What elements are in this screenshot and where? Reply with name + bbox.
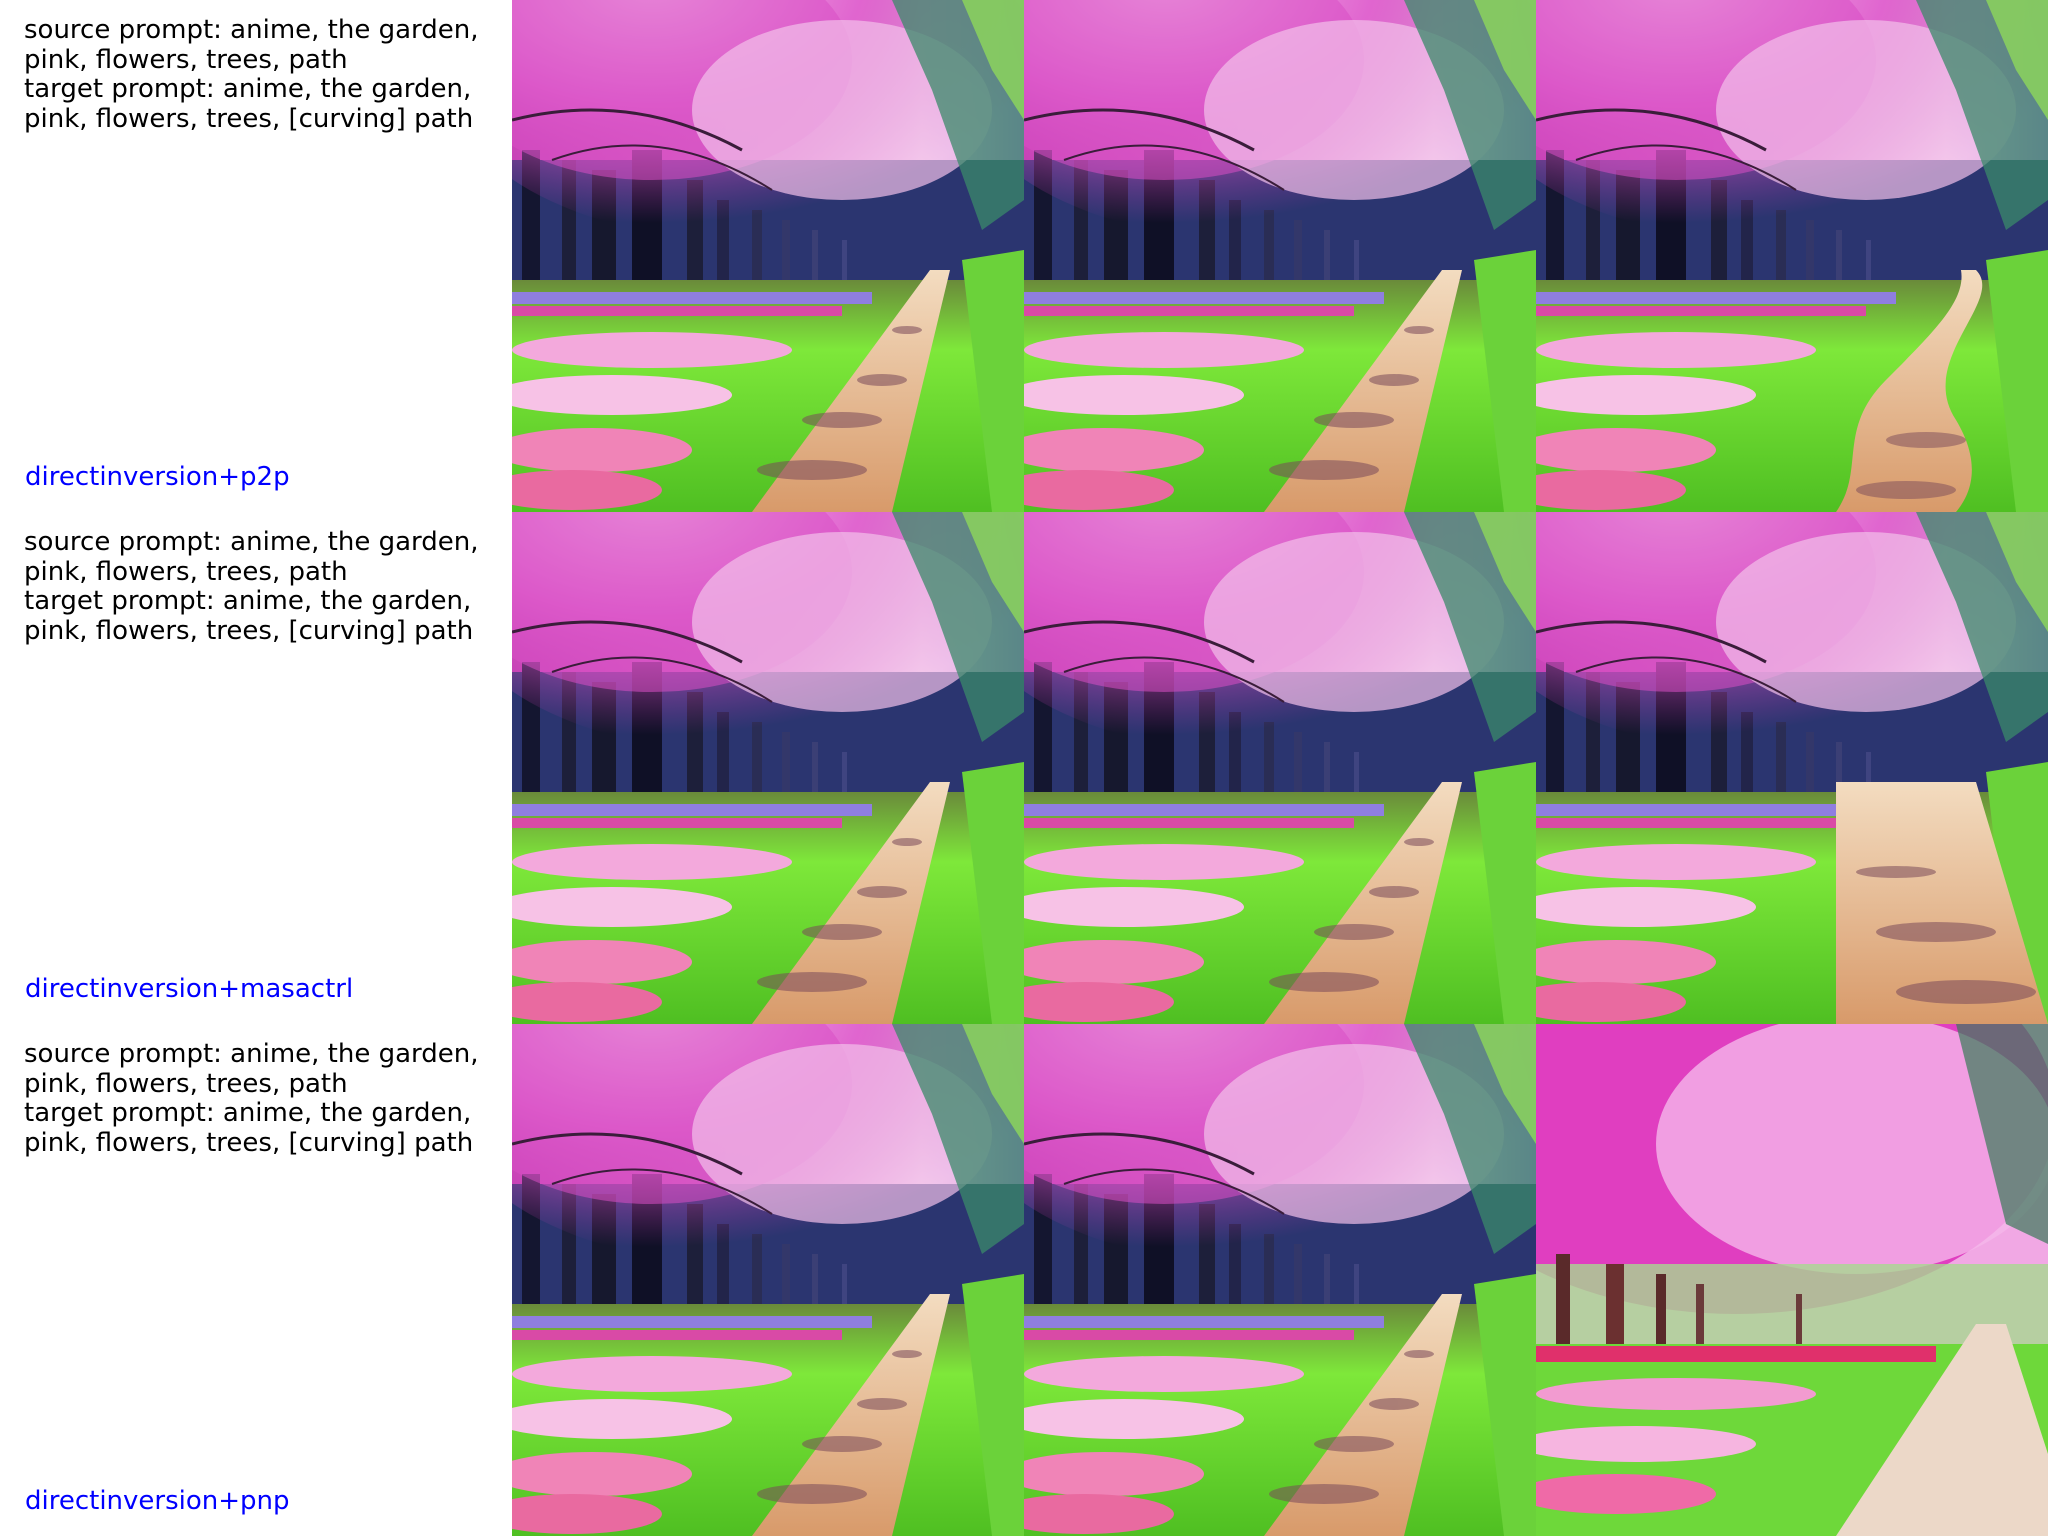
method-label: directinversion+p2p [25, 462, 290, 492]
edited-image [1536, 0, 2048, 512]
method-label: directinversion+masactrl [25, 974, 354, 1004]
inverted-image [1024, 1024, 1536, 1536]
prompt-text: source prompt: anime, the garden, pink, … [24, 527, 504, 646]
row-caption: source prompt: anime, the garden, pink, … [0, 0, 512, 512]
row-caption: source prompt: anime, the garden, pink, … [0, 512, 512, 1024]
prompt-line: pink, flowers, trees, [curving] path [24, 103, 474, 134]
prompt-line: pink, flowers, trees, path [24, 1068, 348, 1099]
prompt-line: target prompt: anime, the garden, [24, 1098, 472, 1128]
prompt-line: pink, flowers, trees, [curving] path [24, 1127, 474, 1158]
result-row: source prompt: anime, the garden, pink, … [0, 512, 2048, 1024]
prompt-text: source prompt: anime, the garden, pink, … [24, 1039, 504, 1158]
prompt-line: source prompt: anime, the garden, [24, 15, 479, 45]
method-label: directinversion+pnp [25, 1486, 290, 1516]
source-image [512, 0, 1024, 512]
source-image [512, 512, 1024, 1024]
prompt-line: pink, flowers, trees, path [24, 556, 348, 587]
prompt-text: source prompt: anime, the garden, pink, … [24, 15, 504, 134]
result-row: source prompt: anime, the garden, pink, … [0, 0, 2048, 512]
prompt-line: target prompt: anime, the garden, [24, 74, 472, 104]
source-image [512, 1024, 1024, 1536]
prompt-line: pink, flowers, trees, path [24, 44, 348, 75]
inverted-image [1024, 512, 1536, 1024]
prompt-line: target prompt: anime, the garden, [24, 586, 472, 616]
edited-image [1536, 1024, 2048, 1536]
prompt-line: pink, flowers, trees, [curving] path [24, 615, 474, 646]
row-caption: source prompt: anime, the garden, pink, … [0, 1024, 512, 1536]
edited-image [1536, 512, 2048, 1024]
result-row: source prompt: anime, the garden, pink, … [0, 1024, 2048, 1536]
inverted-image [1024, 0, 1536, 512]
prompt-line: source prompt: anime, the garden, [24, 527, 479, 557]
prompt-line: source prompt: anime, the garden, [24, 1039, 479, 1069]
